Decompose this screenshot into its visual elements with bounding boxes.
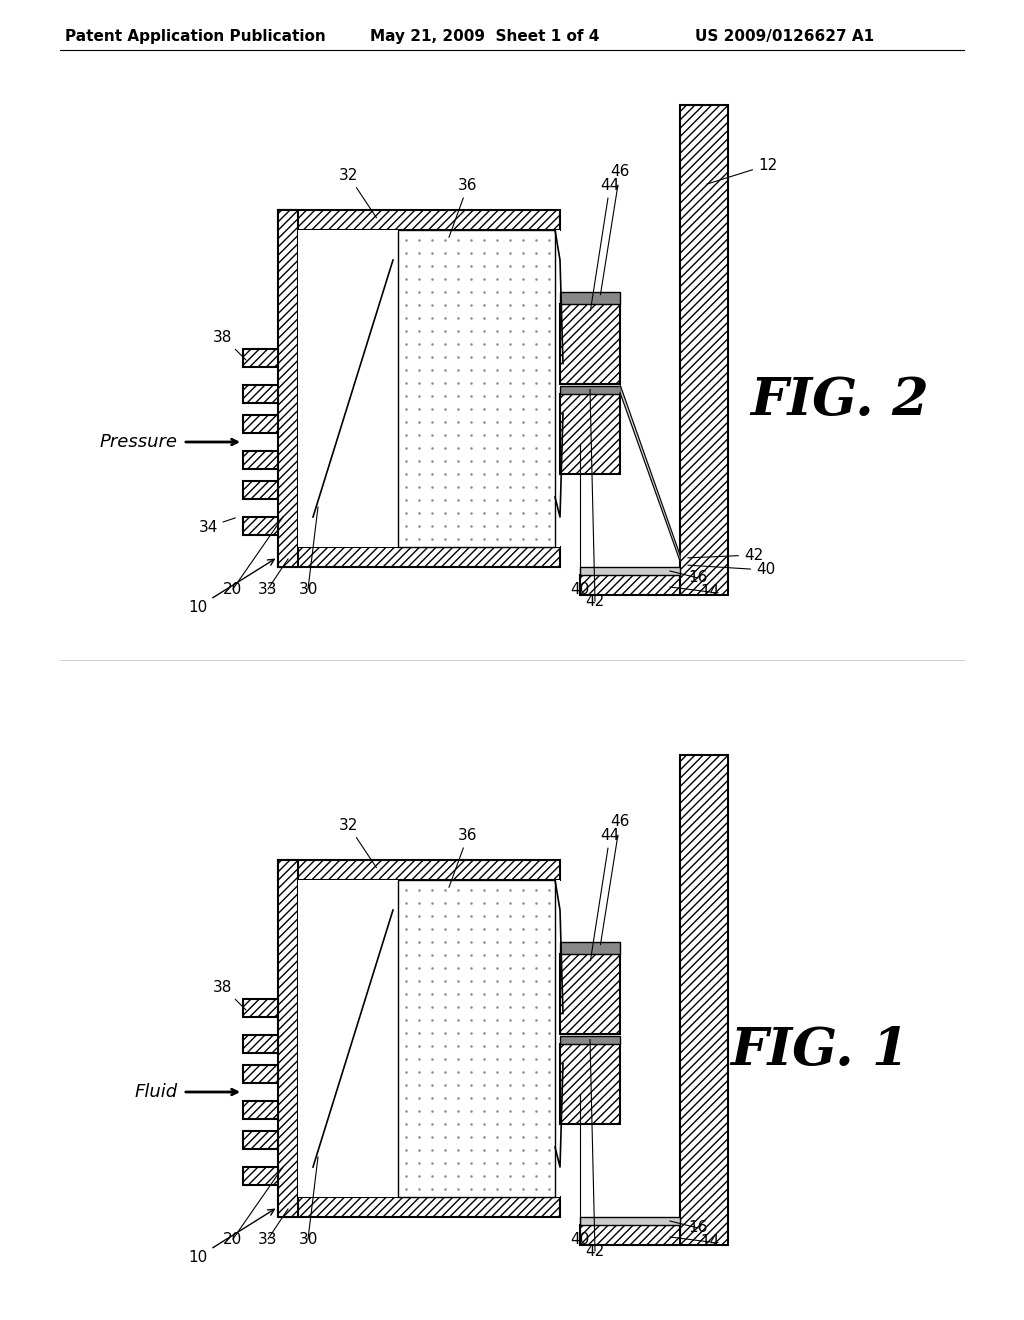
- Text: 42: 42: [586, 1243, 604, 1258]
- Text: 46: 46: [600, 814, 630, 945]
- Text: 16: 16: [688, 570, 708, 586]
- Bar: [278, 861, 560, 880]
- Bar: [398, 230, 555, 546]
- Text: 40: 40: [570, 582, 590, 597]
- Bar: [243, 1101, 278, 1119]
- Bar: [560, 393, 620, 474]
- Text: 12: 12: [707, 157, 777, 185]
- Text: 30: 30: [298, 582, 317, 597]
- Text: 10: 10: [188, 1209, 274, 1265]
- Bar: [243, 480, 278, 499]
- Bar: [580, 1217, 680, 1225]
- Text: Fluid: Fluid: [135, 1082, 178, 1101]
- Text: 42: 42: [688, 548, 763, 562]
- Text: 30: 30: [298, 1232, 317, 1246]
- Bar: [298, 880, 560, 1197]
- Text: 46: 46: [600, 165, 630, 294]
- Text: 34: 34: [199, 517, 236, 535]
- Text: 36: 36: [449, 828, 478, 887]
- Bar: [243, 414, 278, 433]
- Bar: [580, 568, 680, 576]
- Bar: [243, 451, 278, 469]
- Text: FIG. 1: FIG. 1: [731, 1024, 909, 1076]
- Text: 38: 38: [213, 979, 246, 1010]
- Bar: [560, 1035, 620, 1044]
- Text: 38: 38: [213, 330, 246, 360]
- Bar: [298, 230, 560, 546]
- Text: 33: 33: [258, 582, 278, 597]
- Text: 32: 32: [338, 817, 377, 867]
- Text: FIG. 2: FIG. 2: [751, 375, 930, 425]
- Text: Pressure: Pressure: [100, 433, 178, 451]
- Text: US 2009/0126627 A1: US 2009/0126627 A1: [695, 29, 874, 45]
- Bar: [560, 292, 620, 304]
- Bar: [243, 999, 278, 1016]
- Bar: [560, 941, 620, 953]
- Bar: [398, 880, 555, 1197]
- Bar: [243, 385, 278, 403]
- Text: 20: 20: [223, 582, 243, 597]
- Text: 14: 14: [700, 585, 720, 599]
- Text: 40: 40: [688, 562, 775, 578]
- Bar: [278, 210, 298, 568]
- Text: 44: 44: [591, 828, 620, 961]
- Bar: [560, 953, 620, 1034]
- Bar: [560, 304, 620, 384]
- Text: 36: 36: [449, 177, 478, 238]
- Bar: [560, 1044, 620, 1123]
- Text: 16: 16: [688, 1221, 708, 1236]
- Bar: [243, 1131, 278, 1148]
- Bar: [243, 1065, 278, 1082]
- Text: 42: 42: [586, 594, 604, 609]
- Bar: [680, 106, 728, 595]
- Bar: [278, 546, 560, 568]
- Polygon shape: [620, 384, 680, 561]
- Bar: [243, 1167, 278, 1185]
- Bar: [580, 1225, 680, 1245]
- Text: 44: 44: [591, 177, 620, 310]
- Text: 33: 33: [258, 1232, 278, 1246]
- Text: 14: 14: [700, 1234, 720, 1250]
- Text: 20: 20: [223, 1232, 243, 1246]
- Text: May 21, 2009  Sheet 1 of 4: May 21, 2009 Sheet 1 of 4: [370, 29, 599, 45]
- Bar: [243, 348, 278, 367]
- Bar: [278, 210, 560, 230]
- Bar: [580, 576, 680, 595]
- Bar: [243, 1035, 278, 1053]
- Text: Patent Application Publication: Patent Application Publication: [65, 29, 326, 45]
- Bar: [680, 755, 728, 1245]
- Text: 40: 40: [570, 1232, 590, 1246]
- Bar: [560, 385, 620, 393]
- Bar: [243, 517, 278, 535]
- Bar: [278, 1197, 560, 1217]
- Bar: [278, 861, 298, 1217]
- Text: 32: 32: [338, 168, 377, 218]
- Text: 10: 10: [188, 560, 274, 615]
